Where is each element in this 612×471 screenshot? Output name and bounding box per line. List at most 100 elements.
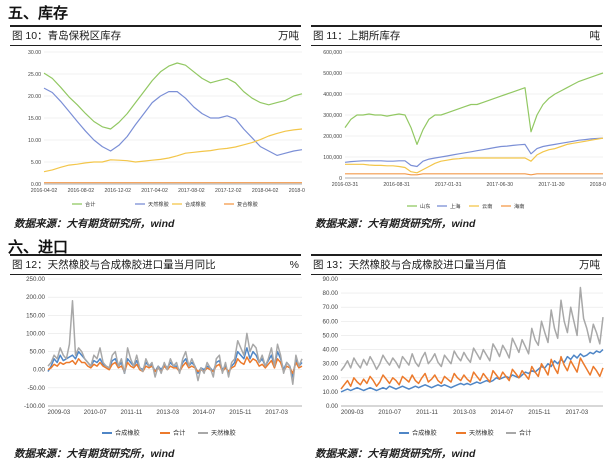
- legend-label: 云南: [482, 202, 492, 210]
- y-tick-label: 50.00: [30, 349, 46, 356]
- x-tick-label: 2017-01-31: [435, 182, 462, 188]
- panel-header-fig13: 图 13：天然橡胶与合成橡胶进口量当月值 万吨: [311, 254, 602, 275]
- series-line: [344, 137, 604, 168]
- panel-header-fig10: 图 10：青岛保税区库存 万吨: [10, 25, 301, 46]
- series-line: [345, 137, 604, 174]
- series-line: [43, 62, 303, 130]
- legend-label: 山东: [420, 202, 430, 210]
- y-tick-label: 0.00: [326, 403, 339, 410]
- y-tick-label: 10.00: [323, 389, 339, 396]
- x-tick-label: 2016-12-02: [104, 188, 131, 194]
- legend-label: 合计: [519, 429, 531, 437]
- y-tick-label: 600,000: [323, 50, 342, 56]
- chart-shfe-inventory: 0 100,000 200,000 300,000 400,000 500,000 600,…: [323, 50, 606, 210]
- series-line: [43, 128, 303, 173]
- x-tick-label: 2015-11: [229, 409, 252, 416]
- y-tick-label: 40.00: [323, 347, 339, 354]
- panel-unit: 吨: [589, 30, 601, 42]
- source-note: 数据来源：大有期货研究所，wind: [14, 448, 175, 460]
- y-tick-label: 70.00: [323, 304, 339, 311]
- legend-label: 复合橡胶: [237, 200, 258, 208]
- y-tick-label: 300,000: [323, 113, 342, 119]
- y-tick-label: 60.00: [323, 318, 339, 325]
- y-tick-label: 500,000: [323, 71, 342, 77]
- y-tick-label: 200,000: [323, 134, 342, 140]
- x-tick-label: 2009-03: [341, 409, 364, 416]
- x-tick-label: 2013-03: [156, 409, 179, 416]
- y-tick-label: 20.00: [323, 375, 339, 382]
- y-tick-label: -50.00: [27, 385, 45, 392]
- panel-unit: 万吨: [579, 259, 600, 271]
- x-tick-label: 2017-11-30: [538, 182, 564, 188]
- y-tick-label: 100,000: [323, 155, 342, 161]
- legend-label: 天然橡胶: [469, 429, 494, 437]
- x-tick-label: 2014-07: [193, 409, 216, 416]
- panel-header-fig12: 图 12：天然橡胶与合成橡胶进口量当月同比 %: [10, 254, 301, 275]
- x-tick-label: 2017-04-02: [141, 188, 168, 194]
- chart-import-monthly: 0.00 10.00 20.00 30.00 40.00 50.00 60.00 70.00 8…: [323, 276, 604, 437]
- x-tick-label: 2017-03: [565, 409, 588, 416]
- series-line: [345, 173, 603, 176]
- y-tick-label: 400,000: [323, 92, 342, 98]
- legend-label: 上海: [450, 202, 460, 210]
- source-note: 数据来源：大有期货研究所，wind: [14, 218, 175, 230]
- y-tick-label: -100.00: [24, 403, 46, 410]
- x-tick-label: 2018-08-02: [289, 188, 305, 194]
- y-tick-label: 30.00: [323, 361, 339, 368]
- y-tick-label: 250.00: [26, 276, 45, 283]
- legend-label: 合成橡胶: [412, 429, 437, 437]
- y-tick-label: 80.00: [323, 290, 339, 297]
- legend-label: 合计: [173, 429, 185, 437]
- panel-header-fig11: 图 11：上期所库存 吨: [311, 25, 602, 46]
- legend-label: 合计: [85, 200, 95, 208]
- y-tick-label: 0.00: [33, 367, 46, 374]
- y-tick-label: 0.00: [31, 182, 41, 188]
- chart-import-yoy: -100.00 -50.00 0.00 50.00 100.00 150.00 200.00…: [24, 276, 303, 437]
- y-tick-label: 50.00: [323, 332, 339, 339]
- panel-unit: %: [289, 259, 299, 271]
- y-tick-label: 90.00: [323, 276, 339, 283]
- legend-label: 天然橡胶: [211, 429, 236, 437]
- x-tick-label: 2009-03: [48, 409, 71, 416]
- section-title-inventory: 五、库存: [8, 5, 69, 22]
- series-line: [340, 355, 604, 390]
- x-tick-label: 2017-06-30: [487, 182, 514, 188]
- legend-label: 合成橡胶: [115, 429, 140, 437]
- x-tick-label: 2016-08-02: [68, 188, 95, 194]
- x-tick-label: 2013-03: [453, 409, 476, 416]
- y-tick-label: 200.00: [26, 294, 45, 301]
- y-tick-label: 100.00: [26, 330, 45, 337]
- series-line: [340, 286, 604, 372]
- series-line: [47, 300, 303, 385]
- x-tick-label: 2010-07: [378, 409, 401, 416]
- legend-label: 天然橡胶: [148, 200, 169, 208]
- x-tick-label: 2018-04-30: [590, 182, 606, 188]
- panel-title: 图 13：天然橡胶与合成橡胶进口量当月值: [313, 259, 507, 271]
- x-tick-label: 2014-07: [491, 409, 514, 416]
- series-line: [344, 72, 604, 146]
- x-tick-label: 2011-11: [416, 409, 438, 416]
- legend-label: 海南: [514, 202, 524, 210]
- x-tick-label: 2017-08-02: [178, 188, 205, 194]
- y-tick-label: 25.00: [28, 72, 41, 78]
- y-tick-label: 0: [339, 176, 342, 182]
- source-note: 数据来源：大有期货研究所，wind: [315, 448, 476, 460]
- x-tick-label: 2016-08-31: [383, 182, 410, 188]
- legend-label: 合成橡胶: [185, 200, 206, 208]
- x-tick-label: 2015-11: [528, 409, 551, 416]
- source-note: 数据来源：大有期货研究所，wind: [315, 218, 476, 230]
- panel-unit: 万吨: [278, 30, 299, 42]
- panel-title: 图 12：天然橡胶与合成橡胶进口量当月同比: [12, 259, 216, 271]
- y-tick-label: 15.00: [28, 116, 41, 122]
- x-tick-label: 2017-03: [265, 409, 288, 416]
- x-tick-label: 2018-04-02: [252, 188, 279, 194]
- y-tick-label: 10.00: [28, 138, 41, 144]
- section-title-imports: 六、进口: [8, 239, 69, 256]
- y-tick-label: 150.00: [26, 312, 45, 319]
- x-tick-label: 2011-11: [121, 409, 143, 416]
- chart-qingdao-bonded-inventory: 0.00 5.00 10.00 15.00 20.00 25.00 30.00 2016-04…: [28, 50, 305, 208]
- series-line: [43, 87, 303, 157]
- panel-title: 图 11：上期所库存: [313, 30, 401, 42]
- y-tick-label: 30.00: [28, 50, 41, 56]
- panel-title: 图 10：青岛保税区库存: [12, 30, 122, 42]
